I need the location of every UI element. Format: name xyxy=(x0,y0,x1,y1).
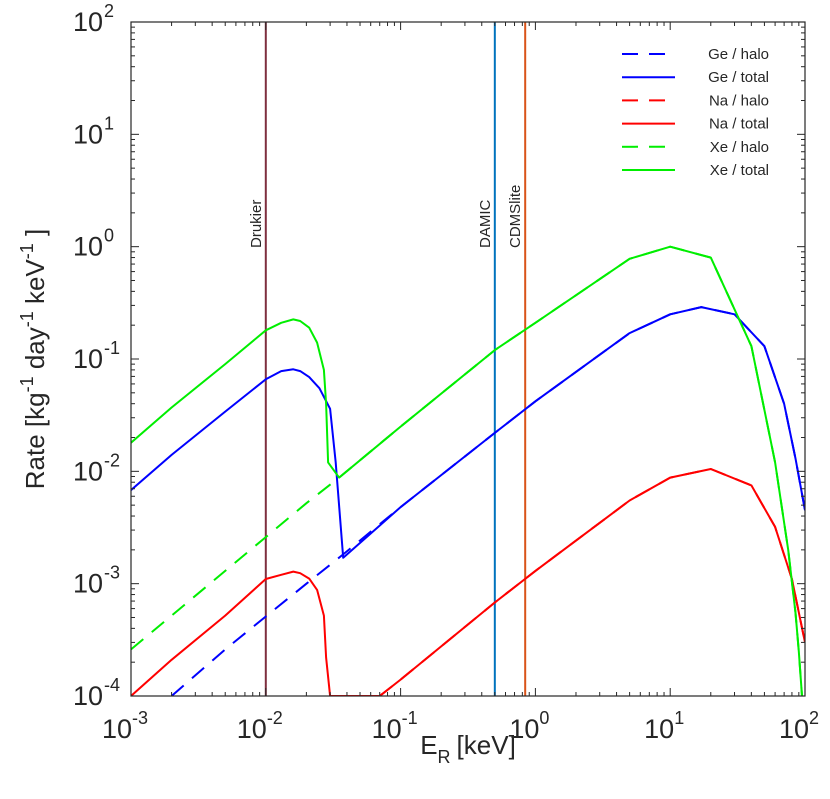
y-tick-base: 10 xyxy=(73,119,103,149)
x-tick-base: 10 xyxy=(779,714,809,744)
series-xe-total xyxy=(131,245,803,696)
series-ge-total xyxy=(131,306,805,559)
y-tick-label: 10 xyxy=(73,681,103,711)
legend-label-xe-total: Xe / total xyxy=(710,162,769,179)
y-axis-ticks xyxy=(131,21,805,697)
x-tick-exponent: 2 xyxy=(809,708,819,728)
y-tick-exponent: 1 xyxy=(104,113,114,133)
series-na-total xyxy=(131,468,805,696)
x-tick-base: 10 xyxy=(102,714,132,744)
x-axis-title: ER [keV] xyxy=(420,730,516,767)
legend-label-xe-halo: Xe / halo xyxy=(710,139,769,156)
series-lines xyxy=(131,245,805,696)
y-tick-exponent: -4 xyxy=(104,675,120,695)
x-tick-exponent: -1 xyxy=(402,708,418,728)
legend-label-ge-halo: Ge / halo xyxy=(708,46,769,63)
y-tick-base: 10 xyxy=(73,7,103,37)
x-tick-label: 102 xyxy=(779,708,819,744)
x-tick-exponent: 1 xyxy=(674,708,684,728)
x-tick-exponent: -2 xyxy=(267,708,283,728)
x-tick-exponent: -3 xyxy=(132,708,148,728)
x-tick-base: 10 xyxy=(372,714,402,744)
y-tick-exponent: -1 xyxy=(104,338,120,358)
y-tick-label: 10 xyxy=(73,119,103,149)
y-tick-exponent: 0 xyxy=(104,226,114,246)
y-tick-base: 10 xyxy=(73,344,103,374)
legend-label-na-total: Na / total xyxy=(709,116,769,133)
y-tick-label: 10 xyxy=(73,344,103,374)
y-tick-base: 10 xyxy=(73,232,103,262)
x-tick-label: 10-2 xyxy=(237,708,283,744)
x-tick-base: 10 xyxy=(237,714,267,744)
x-tick-label: 10-3 xyxy=(102,708,148,744)
x-tick-exponent: 0 xyxy=(539,708,549,728)
legend-label-na-halo: Na / halo xyxy=(709,92,769,109)
legend: Ge / halo Ge / total Na / halo Na / total Xe… xyxy=(622,46,769,179)
y-tick-exponent: -3 xyxy=(104,563,120,583)
vline-label-damic: DAMIC xyxy=(477,200,494,249)
x-axis-title-subscript: R xyxy=(438,747,451,767)
x-tick-label: 10-1 xyxy=(372,708,418,744)
x-tick-label: 101 xyxy=(644,708,684,744)
x-axis-tick-labels: 10-3 10-2 10-1 100 101 102 xyxy=(102,708,819,744)
y-tick-label: 10 xyxy=(73,7,103,37)
y-tick-base: 10 xyxy=(73,456,103,486)
y-tick-label: 10 xyxy=(73,569,103,599)
legend-label-ge-total: Ge / total xyxy=(708,69,769,86)
y-tick-exponent: 2 xyxy=(104,1,114,21)
y-tick-label: 10 xyxy=(73,232,103,262)
y-axis-title: Rate [kg-1 day-1 keV-1 ] xyxy=(17,229,50,490)
x-tick-base: 10 xyxy=(509,714,539,744)
x-tick-base: 10 xyxy=(644,714,674,744)
y-tick-exponent: -2 xyxy=(104,450,120,470)
y-tick-base: 10 xyxy=(73,681,103,711)
reference-lines xyxy=(264,22,527,696)
vline-label-drukier: Drukier xyxy=(248,200,265,248)
x-tick-label: 100 xyxy=(509,708,549,744)
x-axis-ticks xyxy=(130,22,806,696)
reference-line-labels: Drukier DAMIC CDMSlite xyxy=(248,185,524,248)
y-tick-base: 10 xyxy=(73,569,103,599)
y-tick-label: 10 xyxy=(73,456,103,486)
vline-label-cdmslite: CDMSlite xyxy=(507,185,524,248)
